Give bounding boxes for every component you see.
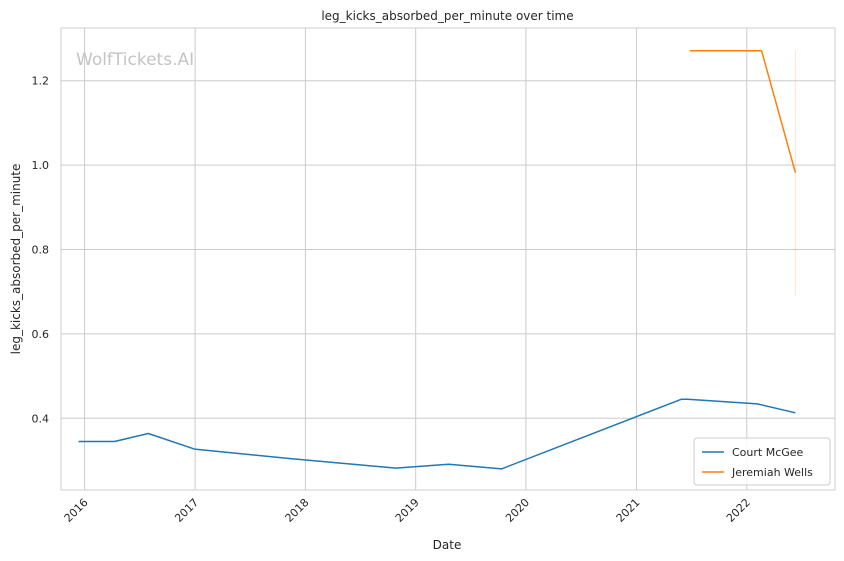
chart-title: leg_kicks_absorbed_per_minute over time — [321, 9, 573, 23]
plot-frame — [60, 27, 836, 491]
legend-label: Court McGee — [732, 446, 804, 459]
y-tick-label: 1.0 — [32, 159, 50, 172]
series-line — [689, 50, 797, 173]
y-tick-label: 0.4 — [32, 412, 50, 425]
y-axis-label: leg_kicks_absorbed_per_minute — [9, 164, 23, 355]
series-line — [78, 398, 796, 470]
grid — [61, 28, 835, 490]
series-lines — [78, 50, 797, 470]
x-axis-label: Date — [433, 538, 462, 552]
y-tick-label: 1.2 — [32, 75, 50, 88]
watermark: WolfTickets.AI — [76, 50, 194, 70]
legend-label: Jeremiah Wells — [731, 466, 813, 479]
legend: Court McGee Jeremiah Wells — [693, 437, 831, 486]
y-tick-label: 0.8 — [32, 244, 50, 257]
y-tick-labels: 0.4 0.6 0.8 1.0 1.2 — [32, 75, 50, 426]
y-tick-label: 0.6 — [32, 328, 50, 341]
legend-box — [693, 437, 831, 486]
